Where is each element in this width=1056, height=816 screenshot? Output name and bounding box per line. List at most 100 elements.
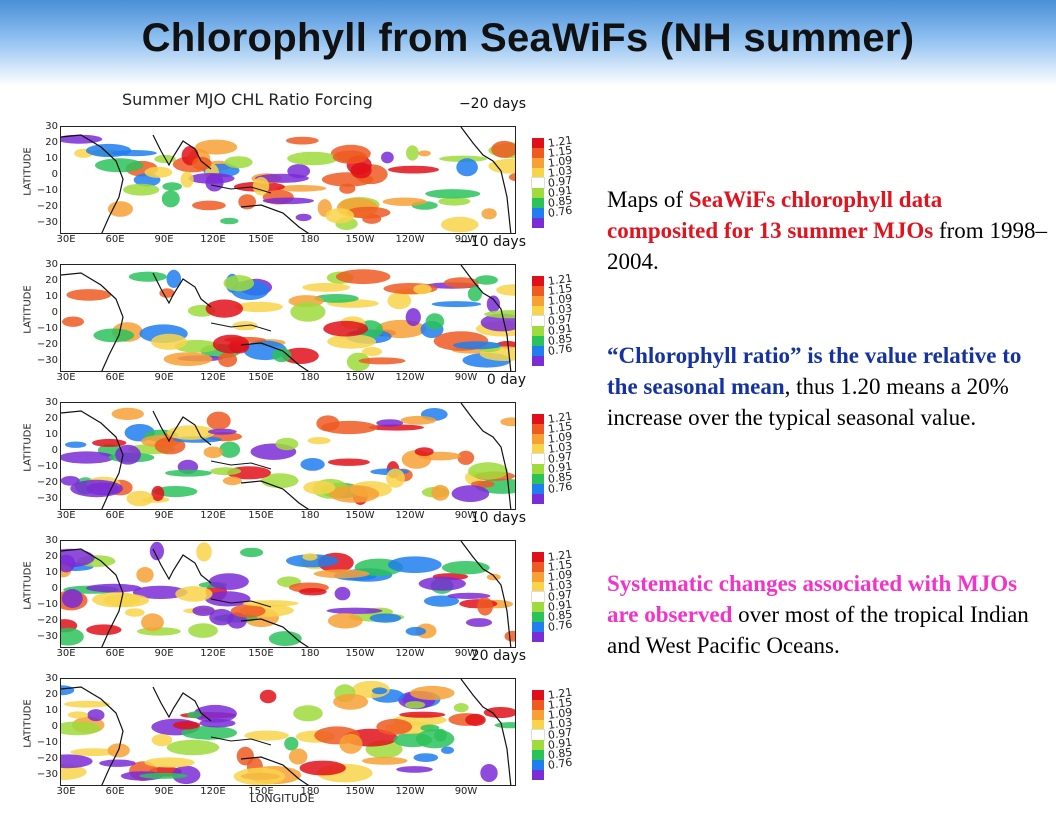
y-tick-label: 0	[51, 721, 58, 732]
x-tick-label: 120W	[395, 372, 425, 383]
y-tick-label: −10	[36, 323, 58, 334]
y-tick-label: −20	[36, 201, 58, 212]
colorbar-swatch	[532, 770, 544, 780]
y-ticks: 30 20 10 0 −10 −20 −30	[34, 397, 60, 504]
y-axis-label-text: LATITUDE	[22, 423, 34, 472]
map-panel: 0 day LATITUDE 30 20 10 0 −10 −20 −30 30E 60E 90E 12…	[14, 372, 590, 521]
colorbar-swatch	[532, 552, 544, 562]
description-paragraph-2: “Chlorophyll ratio” is the value relativ…	[607, 340, 1047, 433]
x-tick-label: 120E	[200, 510, 226, 521]
colorbar-swatch	[532, 740, 544, 750]
colorbar-swatch	[532, 582, 544, 592]
x-tick-label: 90W	[454, 510, 478, 521]
colorbar-swatch	[532, 632, 544, 642]
p3-text-b: over most of the tropical Indian and Wes…	[607, 602, 1029, 658]
y-tick-label: 30	[45, 397, 58, 408]
map-panel: −20 days LATITUDE 30 20 10 0 −10 −20 −30 30E 60E 90…	[14, 96, 590, 245]
x-tick-label: 60E	[105, 372, 125, 383]
colorbar-swatch	[532, 572, 544, 582]
y-axis-label: LATITUDE	[20, 274, 34, 344]
x-ticks: 30E 60E 90E 120E 150E 180 150W 120W 90W	[56, 786, 516, 800]
y-ticks: 30 20 10 0 −10 −20 −30	[34, 259, 60, 366]
x-tick-label: 150W	[345, 786, 375, 797]
colorbar-swatch	[532, 208, 544, 218]
x-tick-label: 30E	[56, 786, 76, 797]
colorbar-swatch	[532, 198, 544, 208]
x-tick-label: 180	[300, 510, 320, 521]
colorbar-swatch	[532, 562, 544, 572]
y-tick-label: −20	[36, 615, 58, 626]
y-axis-label-text: LATITUDE	[22, 147, 34, 196]
y-tick-label: 20	[45, 689, 58, 700]
colorbar-swatch	[531, 177, 545, 189]
x-tick-label: 90W	[454, 372, 478, 383]
p2-text-b: , thus 1.20 means a 20% increase over th…	[607, 374, 1009, 430]
x-tick-label: 120W	[395, 648, 425, 659]
colorbar-swatch	[532, 622, 544, 632]
panel-lag-label: 0 day	[486, 372, 526, 388]
panel-lag-label: 10 days	[470, 510, 526, 526]
colorbar-swatch	[532, 602, 544, 612]
colorbar-swatch	[532, 760, 544, 770]
colorbar-swatch	[532, 710, 544, 720]
x-tick-label: 90W	[454, 786, 478, 797]
x-tick-label: 120W	[395, 234, 425, 245]
y-axis-label: LATITUDE	[20, 136, 34, 206]
colorbar-label: 0.76	[547, 617, 574, 634]
x-tick-label: 30E	[56, 510, 76, 521]
y-tick-label: −30	[36, 493, 58, 504]
colorbar-swatch	[532, 188, 544, 198]
x-ticks: 30E 60E 90E 120E 150E 180 150W 120W 90W	[56, 510, 516, 524]
colorbar-swatch	[532, 444, 544, 454]
x-tick-label: 90W	[454, 234, 478, 245]
x-tick-label: 120E	[200, 786, 226, 797]
y-tick-label: −20	[36, 753, 58, 764]
y-tick-label: −10	[36, 599, 58, 610]
x-tick-label: 90E	[154, 648, 174, 659]
y-tick-label: 20	[45, 275, 58, 286]
y-tick-label: −30	[36, 355, 58, 366]
y-tick-label: −20	[36, 477, 58, 488]
x-tick-label: 60E	[105, 510, 125, 521]
y-axis-label-text: LATITUDE	[22, 561, 34, 610]
colorbar-swatch	[532, 720, 544, 730]
y-tick-label: 20	[45, 551, 58, 562]
x-tick-label: 120E	[200, 234, 226, 245]
x-tick-label: 150E	[248, 786, 274, 797]
title-bar: Chlorophyll from SeaWiFs (NH summer)	[0, 0, 1056, 86]
colorbar-swatch	[532, 474, 544, 484]
x-tick-label: 150E	[248, 648, 274, 659]
colorbar-swatch	[532, 286, 544, 296]
colorbar-swatch	[532, 158, 544, 168]
x-tick-label: 30E	[56, 648, 76, 659]
colorbar-swatch	[532, 700, 544, 710]
y-tick-label: −20	[36, 339, 58, 350]
colorbar-swatch	[532, 296, 544, 306]
x-tick-label: 90W	[454, 648, 478, 659]
x-tick-label: 150W	[345, 234, 375, 245]
y-tick-label: −10	[36, 737, 58, 748]
panel-lag-label: −20 days	[458, 96, 526, 112]
map-panel: 10 days LATITUDE 30 20 10 0 −10 −20 −30 30E 60E 90E…	[14, 510, 592, 659]
y-tick-label: −10	[36, 185, 58, 196]
colorbar-swatch	[532, 346, 544, 356]
x-tick-label: 30E	[56, 372, 76, 383]
chlorophyll-figure: Summer MJO CHL Ratio Forcing −20 days LAT…	[14, 86, 590, 808]
colorbar-swatch	[532, 690, 544, 700]
colorbar: 1.21 1.15 1.09 1.03 0.97 0.91 0.85 0.76	[531, 686, 592, 782]
y-ticks: 30 20 10 0 −10 −20 −30	[34, 536, 60, 642]
colorbar-swatch	[532, 148, 544, 158]
x-tick-label: 180	[300, 648, 320, 659]
y-tick-label: 30	[45, 259, 58, 270]
chlorophyll-ratio-map	[60, 402, 516, 510]
colorbar: 1.21 1.15 1.09 1.03 0.97 0.91 0.85 0.76	[531, 548, 592, 644]
y-tick-label: −10	[36, 461, 58, 472]
colorbar-swatch	[532, 276, 544, 286]
colorbar-swatch	[532, 336, 544, 346]
map-panel: −10 days LATITUDE 30 20 10 0 −10 −20 −30 30E 60E 90…	[14, 234, 590, 383]
colorbar-swatch	[532, 612, 544, 622]
y-ticks: 30 20 10 0 −10 −20 −30	[34, 674, 60, 780]
y-axis-label: LATITUDE	[20, 688, 34, 758]
y-tick-label: −30	[36, 217, 58, 228]
y-tick-label: 0	[51, 307, 58, 318]
